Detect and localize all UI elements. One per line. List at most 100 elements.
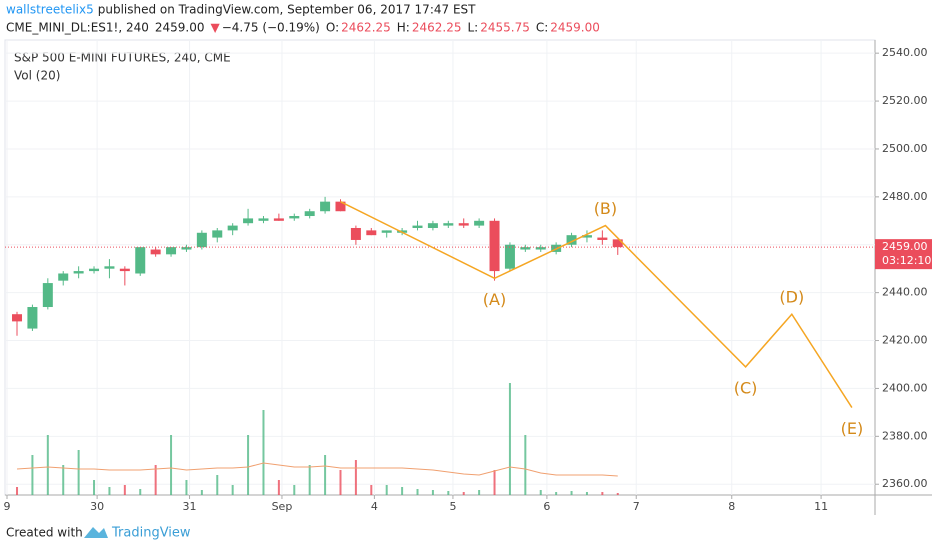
y-tick-label: 2520.00 bbox=[882, 94, 928, 107]
volume-bar bbox=[570, 491, 573, 495]
volume-bar bbox=[46, 435, 49, 495]
volume-bar bbox=[108, 487, 111, 495]
wave-label: (D) bbox=[779, 288, 804, 307]
wave-label: (A) bbox=[483, 290, 506, 309]
volume-bar bbox=[200, 490, 203, 495]
quote-o: 2462.25 bbox=[341, 21, 391, 35]
candle-body bbox=[520, 247, 531, 250]
candle-body bbox=[12, 314, 23, 322]
x-tick-label: 4 bbox=[371, 500, 378, 513]
quote-h: 2462.25 bbox=[412, 21, 462, 35]
countdown-timer: 03:12:10 bbox=[882, 254, 931, 267]
candle-body bbox=[104, 266, 115, 269]
quote-change: −4.75 (−0.19%) bbox=[222, 21, 320, 35]
y-tick-label: 2420.00 bbox=[882, 334, 928, 347]
chart-title: S&P 500 E-MINI FUTURES, 240, CME bbox=[14, 51, 231, 65]
y-tick-label: 2380.00 bbox=[882, 429, 928, 442]
wave-label: (E) bbox=[841, 419, 864, 438]
volume-bar bbox=[370, 485, 373, 495]
volume-bar bbox=[601, 492, 604, 495]
candle-body bbox=[289, 216, 300, 219]
volume-bar bbox=[585, 492, 588, 495]
candle-body bbox=[412, 225, 423, 228]
volume-bar bbox=[555, 492, 558, 495]
volume-bar bbox=[154, 465, 157, 495]
candle-body bbox=[350, 227, 361, 240]
candle-body bbox=[42, 283, 53, 308]
volume-ma bbox=[16, 462, 618, 477]
x-tick-label: Sep bbox=[272, 500, 293, 513]
y-tick-label: 2360.00 bbox=[882, 477, 928, 490]
last-price-box bbox=[875, 239, 932, 270]
quote-price: 2459.00 bbox=[155, 21, 205, 35]
candle-body bbox=[427, 223, 438, 228]
x-tick-label: 11 bbox=[814, 500, 828, 513]
created-with: Created with bbox=[6, 526, 83, 540]
y-tick-label: 2540.00 bbox=[882, 46, 928, 59]
volume-bar bbox=[277, 480, 280, 495]
volume-bar bbox=[139, 489, 142, 495]
candle-body bbox=[443, 223, 454, 226]
quote-symbol: CME_MINI_DL:ES1!, 240 bbox=[6, 21, 149, 35]
volume-bar bbox=[77, 450, 80, 495]
last-price-label: 2459.00 bbox=[882, 240, 928, 253]
candle-body bbox=[273, 218, 284, 221]
y-tick-label: 2440.00 bbox=[882, 286, 928, 299]
volume-bar bbox=[123, 485, 126, 495]
volume-bar bbox=[385, 485, 388, 495]
wave-line bbox=[340, 200, 853, 408]
volume-bar bbox=[493, 470, 496, 495]
brand[interactable]: TradingView bbox=[111, 526, 191, 541]
volume-bar bbox=[339, 470, 342, 495]
candle-body bbox=[119, 268, 130, 272]
candle-body bbox=[73, 271, 84, 274]
x-tick-label: 30 bbox=[90, 500, 104, 513]
wave-label: (B) bbox=[594, 199, 617, 218]
volume-bar bbox=[401, 487, 404, 495]
candle-body bbox=[612, 239, 623, 248]
quote-line: CME_MINI_DL:ES1!, 240 2459.00 ▼ −4.75 (−0.1… bbox=[6, 21, 600, 35]
candle-body bbox=[227, 225, 238, 231]
volume-bar bbox=[508, 383, 511, 495]
volume-bar bbox=[185, 480, 188, 495]
candle-body bbox=[504, 244, 515, 269]
volume-bar bbox=[478, 490, 481, 495]
volume-bar bbox=[62, 465, 65, 495]
y-tick-label: 2500.00 bbox=[882, 142, 928, 155]
volume-title: Vol (20) bbox=[14, 69, 60, 83]
x-tick-label: 7 bbox=[633, 500, 640, 513]
x-tick-label: 6 bbox=[543, 500, 550, 513]
volume-bar bbox=[31, 455, 34, 495]
quote-l: 2455.75 bbox=[480, 21, 530, 35]
tradingview-logo bbox=[84, 527, 108, 538]
candle-body bbox=[458, 223, 469, 226]
volume-bar bbox=[308, 465, 311, 495]
candle-body bbox=[489, 220, 500, 272]
volume-bar bbox=[431, 490, 434, 495]
y-tick-label: 2480.00 bbox=[882, 190, 928, 203]
candle-body bbox=[27, 307, 38, 329]
candle-body bbox=[212, 230, 223, 238]
volume-bar bbox=[216, 475, 219, 495]
x-tick-label: 31 bbox=[183, 500, 197, 513]
quote-c-label: C: bbox=[536, 21, 548, 35]
volume-bar bbox=[231, 485, 234, 495]
volume-bar bbox=[462, 492, 465, 495]
candle-body bbox=[181, 247, 192, 250]
y-tick-label: 2400.00 bbox=[882, 381, 928, 394]
candle-body bbox=[597, 237, 608, 240]
quote-h-label: H: bbox=[397, 21, 410, 35]
volume-bar bbox=[247, 435, 250, 495]
candle-body bbox=[243, 218, 254, 224]
username[interactable]: wallstreetelix5 bbox=[6, 3, 94, 17]
candle-body bbox=[581, 235, 592, 238]
candle-body bbox=[320, 201, 331, 212]
candle-body bbox=[89, 268, 100, 272]
candle-body bbox=[150, 249, 161, 255]
volume-bar bbox=[93, 480, 96, 495]
volume-bar bbox=[354, 460, 357, 495]
volume-bar bbox=[616, 493, 619, 495]
candle-body bbox=[474, 220, 485, 226]
x-tick-label: 9 bbox=[4, 500, 11, 513]
